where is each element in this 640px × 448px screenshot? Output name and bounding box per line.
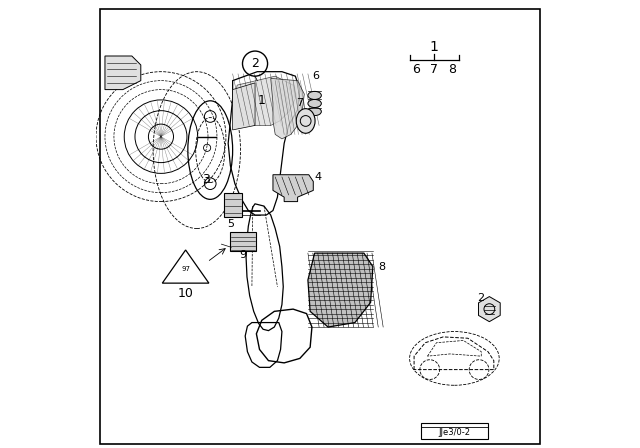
Polygon shape xyxy=(163,250,209,283)
Text: 2: 2 xyxy=(251,57,259,70)
Text: 9: 9 xyxy=(239,250,246,260)
Text: 6: 6 xyxy=(312,71,319,81)
Ellipse shape xyxy=(296,109,315,134)
Polygon shape xyxy=(271,78,305,139)
Text: 5: 5 xyxy=(227,219,234,229)
Text: 1: 1 xyxy=(430,40,438,54)
Polygon shape xyxy=(479,297,500,322)
Text: 8: 8 xyxy=(378,262,385,271)
Text: JJe3/0-2: JJe3/0-2 xyxy=(438,428,470,437)
Polygon shape xyxy=(234,76,296,125)
Text: 4: 4 xyxy=(314,172,321,182)
Text: 8: 8 xyxy=(448,63,456,76)
Polygon shape xyxy=(273,175,314,202)
FancyBboxPatch shape xyxy=(421,423,488,439)
FancyBboxPatch shape xyxy=(230,232,257,251)
Ellipse shape xyxy=(308,99,321,108)
Text: 2: 2 xyxy=(477,293,484,303)
Text: 7: 7 xyxy=(430,63,438,76)
Text: 10: 10 xyxy=(178,287,193,300)
Text: 7: 7 xyxy=(296,98,303,108)
Polygon shape xyxy=(105,56,141,90)
FancyBboxPatch shape xyxy=(224,193,242,217)
Text: 6: 6 xyxy=(412,63,420,76)
Text: 97: 97 xyxy=(181,266,190,272)
Text: 1: 1 xyxy=(258,94,266,108)
Text: 3: 3 xyxy=(202,172,210,186)
Ellipse shape xyxy=(308,108,321,116)
Polygon shape xyxy=(308,253,373,327)
Polygon shape xyxy=(233,83,255,130)
Ellipse shape xyxy=(308,91,321,99)
